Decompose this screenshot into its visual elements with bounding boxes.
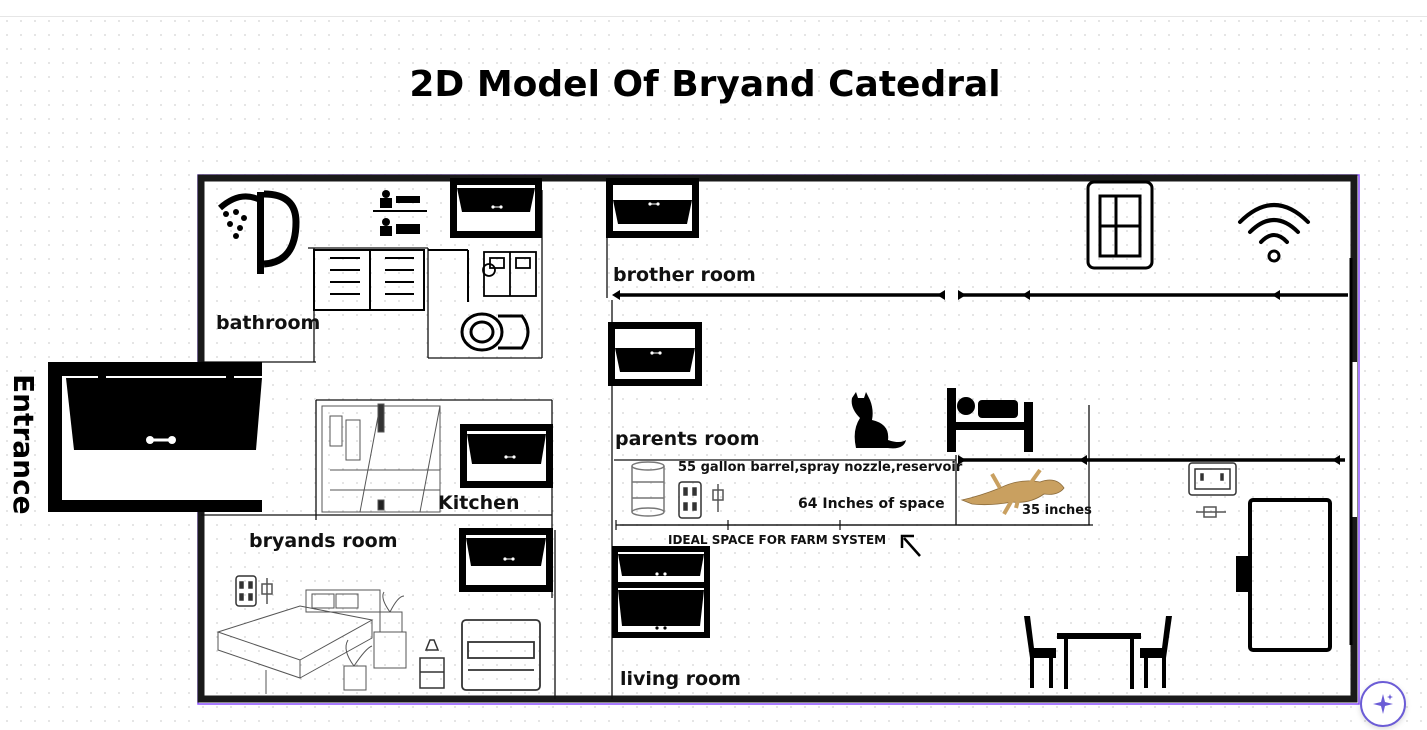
window-icon — [459, 528, 553, 592]
vanity-icon — [482, 251, 537, 297]
brother-room-wall — [612, 290, 1348, 300]
barrel-icon — [631, 461, 665, 517]
annotation-barrel: 55 gallon barrel,spray nozzle,reservoir — [678, 460, 963, 475]
annotation-inches: 35 inches — [1022, 503, 1092, 518]
dresser-icon — [313, 249, 469, 311]
annotation-space: 64 Inches of space — [798, 496, 945, 512]
dimension-lines — [615, 520, 1090, 530]
window-icon — [606, 178, 699, 238]
tv-icon — [1236, 498, 1332, 652]
window-icon — [608, 322, 702, 386]
plug-icon — [1196, 506, 1226, 518]
room-label-living-room: living room — [620, 668, 741, 690]
dining-table-icon — [1024, 616, 1172, 689]
room-label-bathroom: bathroom — [216, 312, 321, 334]
armchair-icon — [1086, 180, 1154, 270]
bed-sketch — [216, 589, 381, 694]
plug-icon — [712, 484, 724, 512]
arrow-icon — [900, 534, 921, 557]
kitchen-sketch — [321, 403, 441, 513]
entrance-label: Entrance — [7, 374, 40, 515]
sofa-icon — [461, 619, 541, 691]
entrance-door-icon — [48, 362, 262, 512]
room-label-bryands-room: bryands room — [249, 530, 398, 552]
annotation-farm-space: IDEAL SPACE FOR FARM SYSTEM — [668, 533, 887, 547]
room-label-brother-room: brother room — [613, 264, 756, 286]
toilet-icon — [460, 312, 530, 352]
plant-icon — [343, 591, 407, 691]
restroom-icon — [373, 190, 427, 236]
room-label-kitchen: Kitchen — [438, 492, 520, 514]
outlet-icon — [678, 481, 702, 519]
outlet-icon — [1188, 462, 1237, 496]
cat-icon — [851, 392, 906, 449]
ai-assistant-button[interactable] — [1360, 681, 1406, 727]
window-icon — [612, 546, 710, 638]
bed-icon — [947, 388, 1033, 452]
sparkle-icon — [1373, 694, 1393, 714]
outlet-icon — [235, 575, 257, 607]
gecko-icon — [960, 468, 1065, 515]
window-icon — [460, 424, 553, 488]
room-label-parents-room: parents room — [615, 428, 760, 450]
page-title: 2D Model Of Bryand Catedral — [409, 64, 1001, 105]
nightstand-icon — [419, 639, 445, 689]
plug-icon — [261, 578, 273, 604]
wifi-icon — [1238, 203, 1310, 263]
top-toolbar-strip — [0, 0, 1427, 17]
shower-icon — [217, 190, 300, 274]
parents-room-wall — [958, 455, 1345, 465]
window-icon — [450, 178, 542, 238]
